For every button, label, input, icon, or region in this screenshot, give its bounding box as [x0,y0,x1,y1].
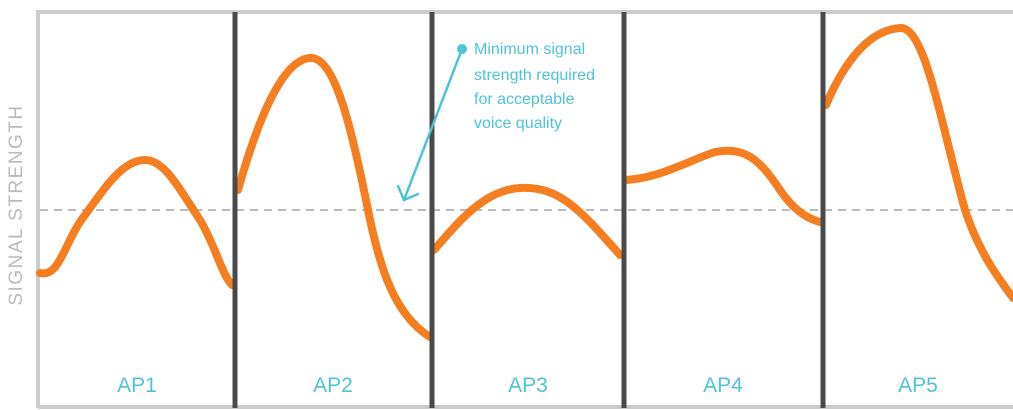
ap1-signal-curve [36,156,236,289]
y-axis-label: SIGNAL STRENGTH [6,104,27,305]
annotation-line: Minimum signal [474,41,585,58]
threshold-annotation: Minimum signal strength required for acc… [474,41,599,132]
ap5-signal-curve [822,24,1013,302]
annotation-line: for acceptable [474,91,575,108]
ap3-signal-curve [430,183,624,259]
annotation-arrow [396,47,464,202]
ap4-label: AP4 [703,374,743,397]
annotation-line: voice quality [474,115,562,132]
ap4-signal-curve [622,146,824,226]
annotation-line: strength required [474,67,595,84]
annotation-dot [457,44,467,54]
ap5-label: AP5 [898,374,938,397]
ap1-label: AP1 [117,374,157,397]
ap2-signal-curve [234,54,434,341]
ap2-label: AP2 [313,374,353,397]
ap3-label: AP3 [508,374,548,397]
